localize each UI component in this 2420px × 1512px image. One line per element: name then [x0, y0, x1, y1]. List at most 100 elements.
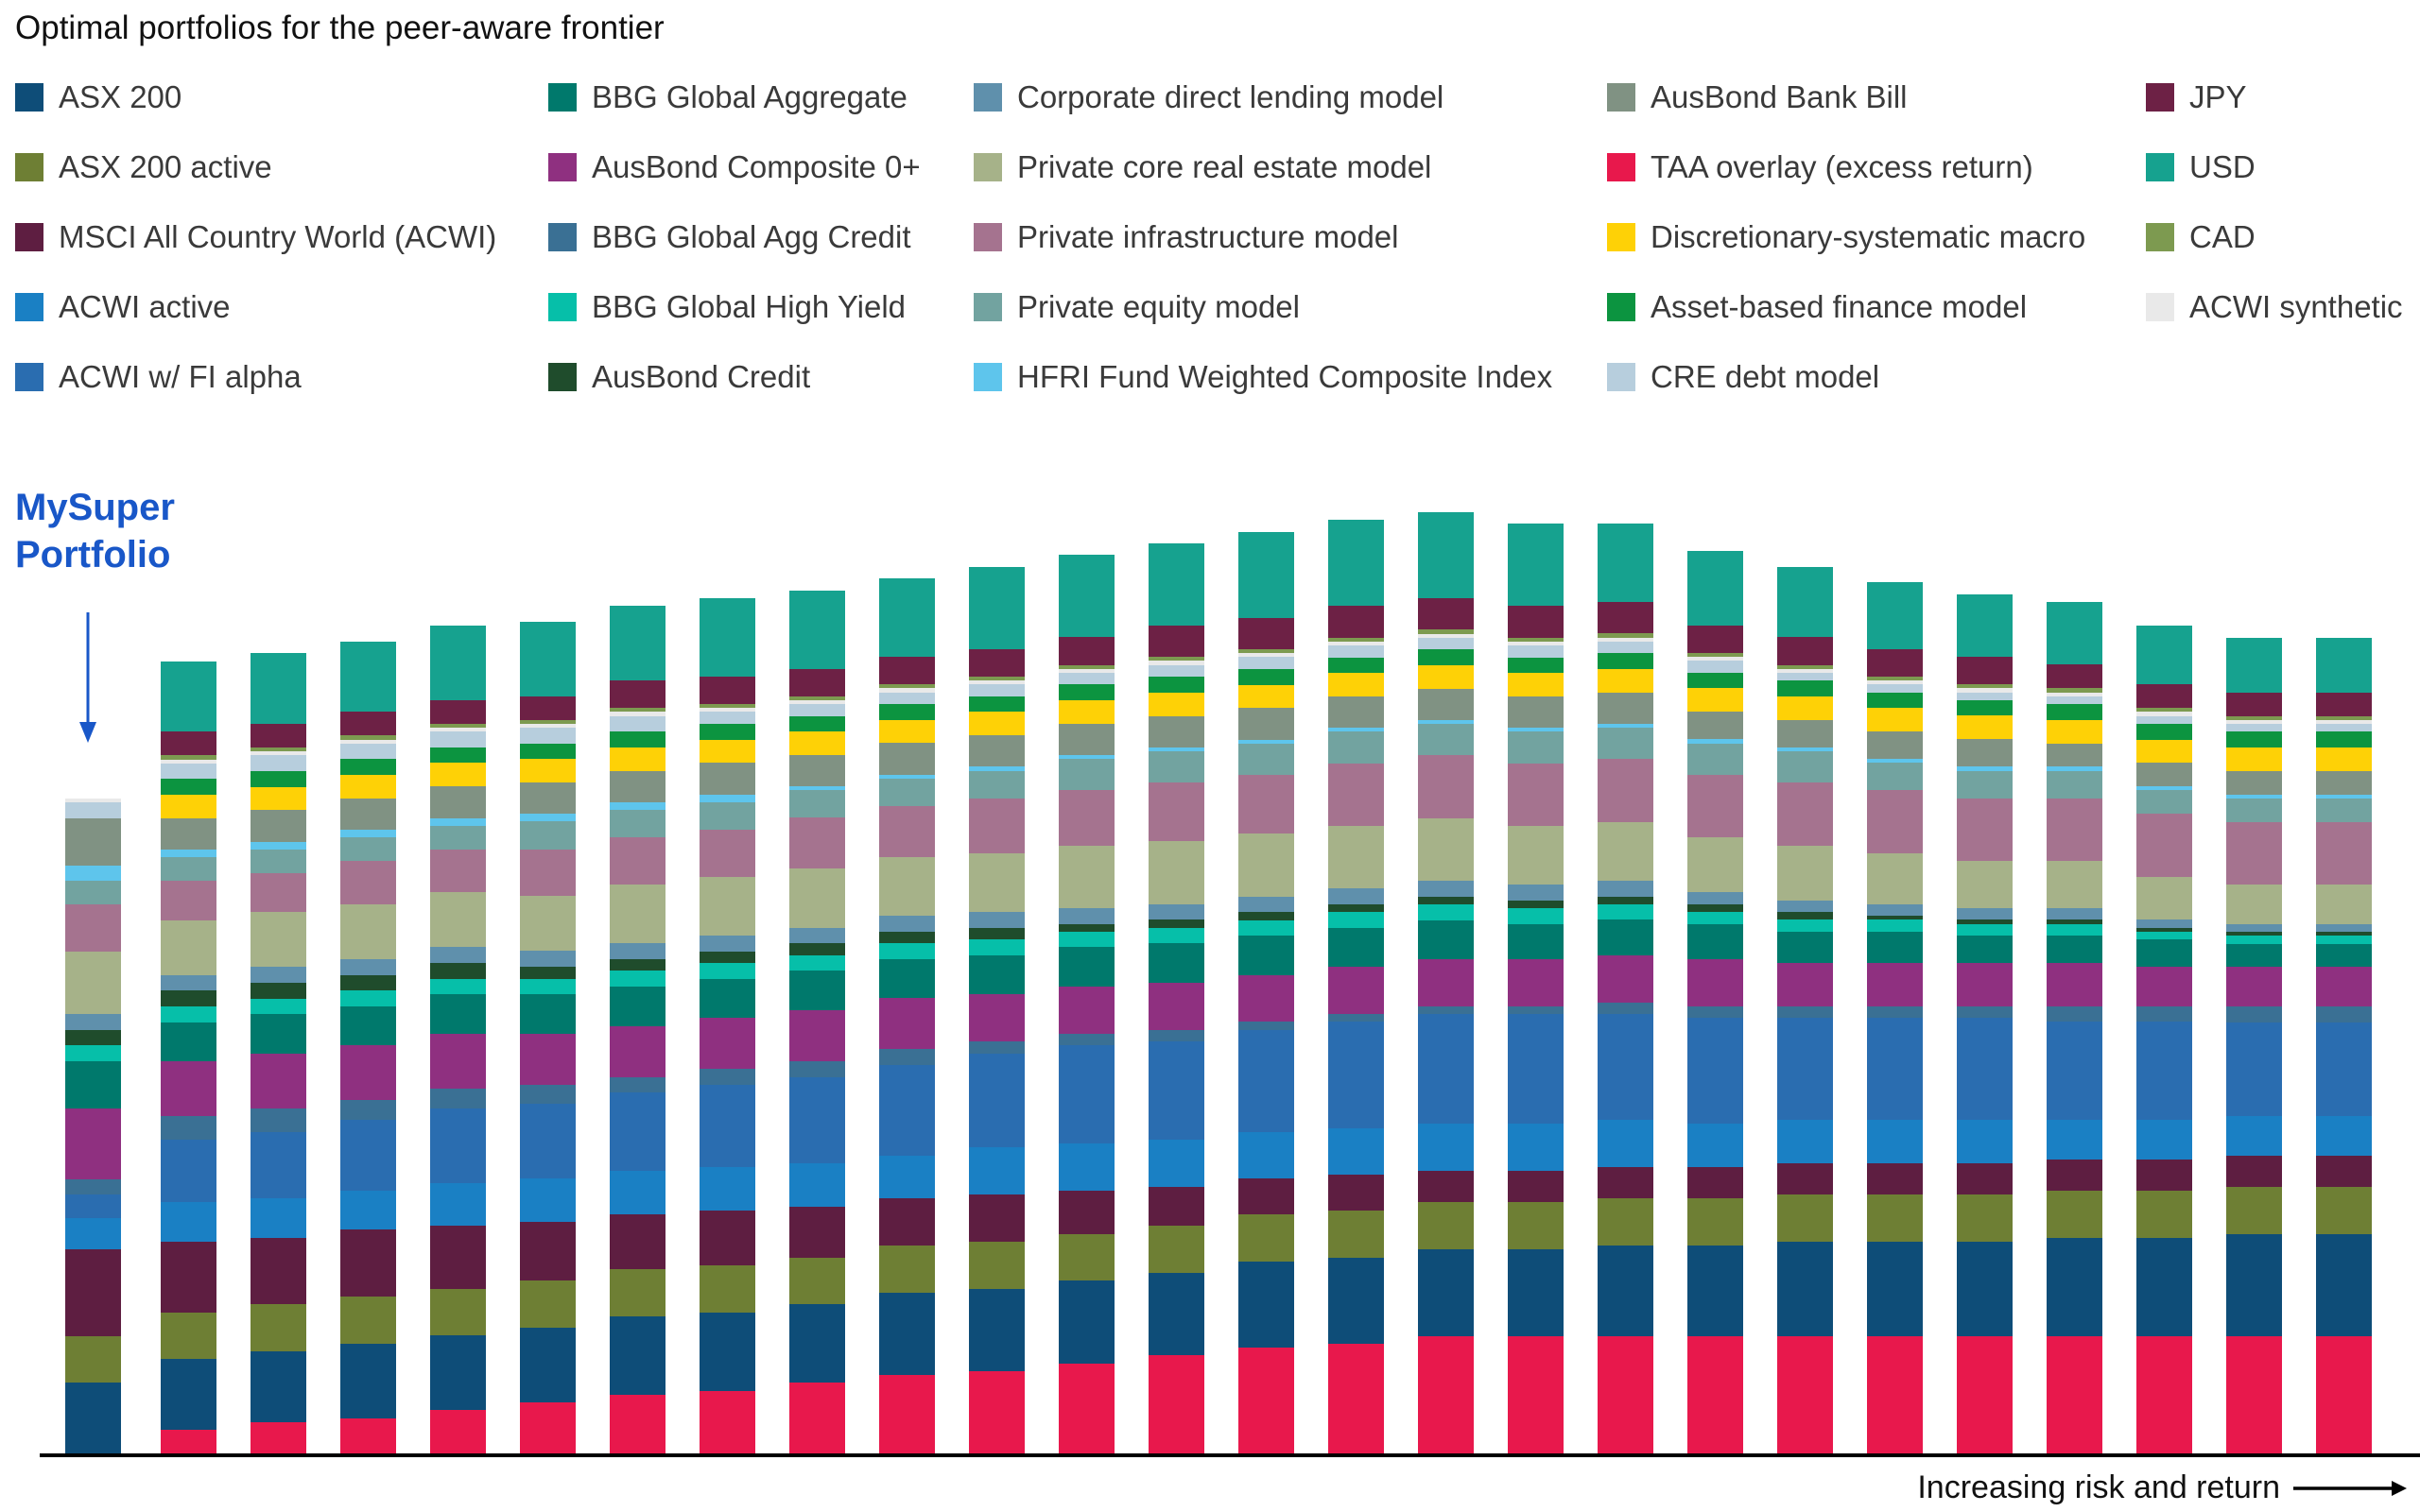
segment-corporate-direct-lending-model: [2226, 923, 2282, 933]
segment-acwi-synthetic: [1328, 641, 1384, 646]
segment-bbg-global-high-yield: [340, 990, 396, 1006]
segment-asx-200-active: [1777, 1194, 1833, 1242]
segment-ausbond-bank-bill: [1418, 688, 1474, 720]
segment-asset-based-finance-model: [700, 723, 755, 740]
legend-item-msci-all-country-world-acwi: MSCI All Country World (ACWI): [15, 202, 548, 272]
segment-acwi-w-fi-alpha: [879, 1065, 935, 1156]
legend-item-bbg-global-aggregate: BBG Global Aggregate: [548, 62, 974, 132]
segment-acwi-active: [340, 1190, 396, 1230]
segment-taa-overlay-excess-return: [1238, 1347, 1294, 1453]
x-axis-label-text: Increasing risk and return: [1917, 1469, 2280, 1505]
segment-discretionary-systematic-macro: [2316, 747, 2372, 771]
segment-usd: [789, 590, 845, 669]
segment-ausbond-composite-0: [1957, 963, 2013, 1006]
segment-acwi-active: [1328, 1127, 1384, 1176]
segment-acwi-w-fi-alpha: [610, 1092, 666, 1172]
segment-ausbond-composite-0: [1238, 974, 1294, 1022]
segment-bbg-global-agg-credit: [1238, 1022, 1294, 1030]
segment-cad: [340, 735, 396, 740]
segment-cre-debt-model: [2136, 715, 2192, 724]
segment-hfri-fund-weighted-composite-index: [2316, 794, 2372, 799]
segment-asx-200: [700, 1312, 755, 1391]
legend-label: ASX 200 active: [59, 149, 272, 184]
segment-msci-all-country-world-acwi: [789, 1206, 845, 1258]
segment-usd: [1777, 566, 1833, 638]
bar-portfolio-17: [1508, 524, 1564, 1453]
segment-bbg-global-aggregate: [1238, 936, 1294, 975]
segment-discretionary-systematic-macro: [1957, 715, 2013, 740]
segment-discretionary-systematic-macro: [610, 747, 666, 771]
legend-label: BBG Global High Yield: [592, 289, 907, 324]
segment-acwi-synthetic: [251, 751, 306, 756]
segment-asx-200-active: [340, 1296, 396, 1344]
segment-ausbond-bank-bill: [1957, 739, 2013, 767]
segment-asset-based-finance-model: [1867, 692, 1923, 709]
segment-asx-200: [520, 1328, 576, 1402]
segment-ausbond-bank-bill: [2226, 770, 2282, 795]
segment-usd: [2047, 602, 2102, 665]
segment-bbg-global-high-yield: [65, 1045, 121, 1062]
legend-item-acwi-synthetic: ACWI synthetic: [2146, 272, 2403, 342]
segment-ausbond-credit: [1238, 912, 1294, 920]
segment-ausbond-credit: [2226, 932, 2282, 936]
segment-corporate-direct-lending-model: [2136, 919, 2192, 928]
segment-ausbond-credit: [1867, 916, 1923, 920]
segment-corporate-direct-lending-model: [65, 1014, 121, 1030]
segment-private-core-real-estate-model: [2316, 885, 2372, 924]
segment-asx-200-active: [879, 1246, 935, 1293]
segment-asx-200: [2047, 1237, 2102, 1336]
segment-private-core-real-estate-model: [1149, 841, 1204, 904]
legend-item-asx-200-active: ASX 200 active: [15, 132, 548, 202]
legend-swatch-icon: [15, 293, 43, 321]
segment-bbg-global-agg-credit: [520, 1084, 576, 1105]
segment-hfri-fund-weighted-composite-index: [610, 801, 666, 811]
segment-ausbond-credit: [65, 1029, 121, 1046]
segment-bbg-global-aggregate: [2136, 939, 2192, 968]
segment-jpy: [700, 676, 755, 705]
segment-usd: [1149, 542, 1204, 627]
segment-ausbond-composite-0: [1059, 986, 1115, 1034]
segment-cre-debt-model: [520, 727, 576, 744]
legend-swatch-icon: [1607, 363, 1635, 391]
segment-bbg-global-aggregate: [340, 1005, 396, 1046]
segment-ausbond-credit: [1687, 903, 1743, 913]
segment-cre-debt-model: [65, 802, 121, 818]
segment-private-equity-model: [1777, 751, 1833, 783]
segment-asx-200: [969, 1288, 1025, 1371]
segment-private-infrastructure-model: [65, 904, 121, 952]
segment-acwi-w-fi-alpha: [430, 1108, 486, 1183]
segment-usd: [161, 661, 216, 732]
segment-private-core-real-estate-model: [1687, 837, 1743, 893]
segment-cad: [1598, 633, 1653, 638]
legend-swatch-icon: [1607, 223, 1635, 251]
segment-usd: [1059, 555, 1115, 638]
segment-asx-200: [1867, 1241, 1923, 1336]
segment-ausbond-bank-bill: [879, 743, 935, 775]
segment-corporate-direct-lending-model: [1598, 880, 1653, 897]
segment-asx-200: [2226, 1233, 2282, 1336]
segment-private-infrastructure-model: [520, 849, 576, 897]
segment-cad: [161, 755, 216, 760]
segment-bbg-global-aggregate: [610, 987, 666, 1026]
segment-private-equity-model: [1238, 743, 1294, 775]
segment-private-core-real-estate-model: [1598, 821, 1653, 881]
segment-hfri-fund-weighted-composite-index: [700, 794, 755, 802]
segment-taa-overlay-excess-return: [1687, 1335, 1743, 1453]
segment-private-equity-model: [1328, 731, 1384, 764]
segment-msci-all-country-world-acwi: [2136, 1159, 2192, 1191]
segment-bbg-global-high-yield: [969, 939, 1025, 955]
segment-jpy: [1238, 617, 1294, 650]
segment-corporate-direct-lending-model: [1149, 903, 1204, 920]
segment-ausbond-composite-0: [340, 1045, 396, 1101]
segment-acwi-w-fi-alpha: [2226, 1022, 2282, 1117]
segment-cre-debt-model: [1418, 637, 1474, 650]
segment-cad: [1418, 629, 1474, 634]
segment-hfri-fund-weighted-composite-index: [2226, 794, 2282, 799]
segment-hfri-fund-weighted-composite-index: [789, 786, 845, 791]
segment-jpy: [879, 657, 935, 685]
segment-usd: [1867, 582, 1923, 649]
segment-ausbond-bank-bill: [2047, 743, 2102, 767]
segment-msci-all-country-world-acwi: [161, 1241, 216, 1313]
segment-cad: [700, 704, 755, 709]
segment-bbg-global-high-yield: [610, 971, 666, 988]
